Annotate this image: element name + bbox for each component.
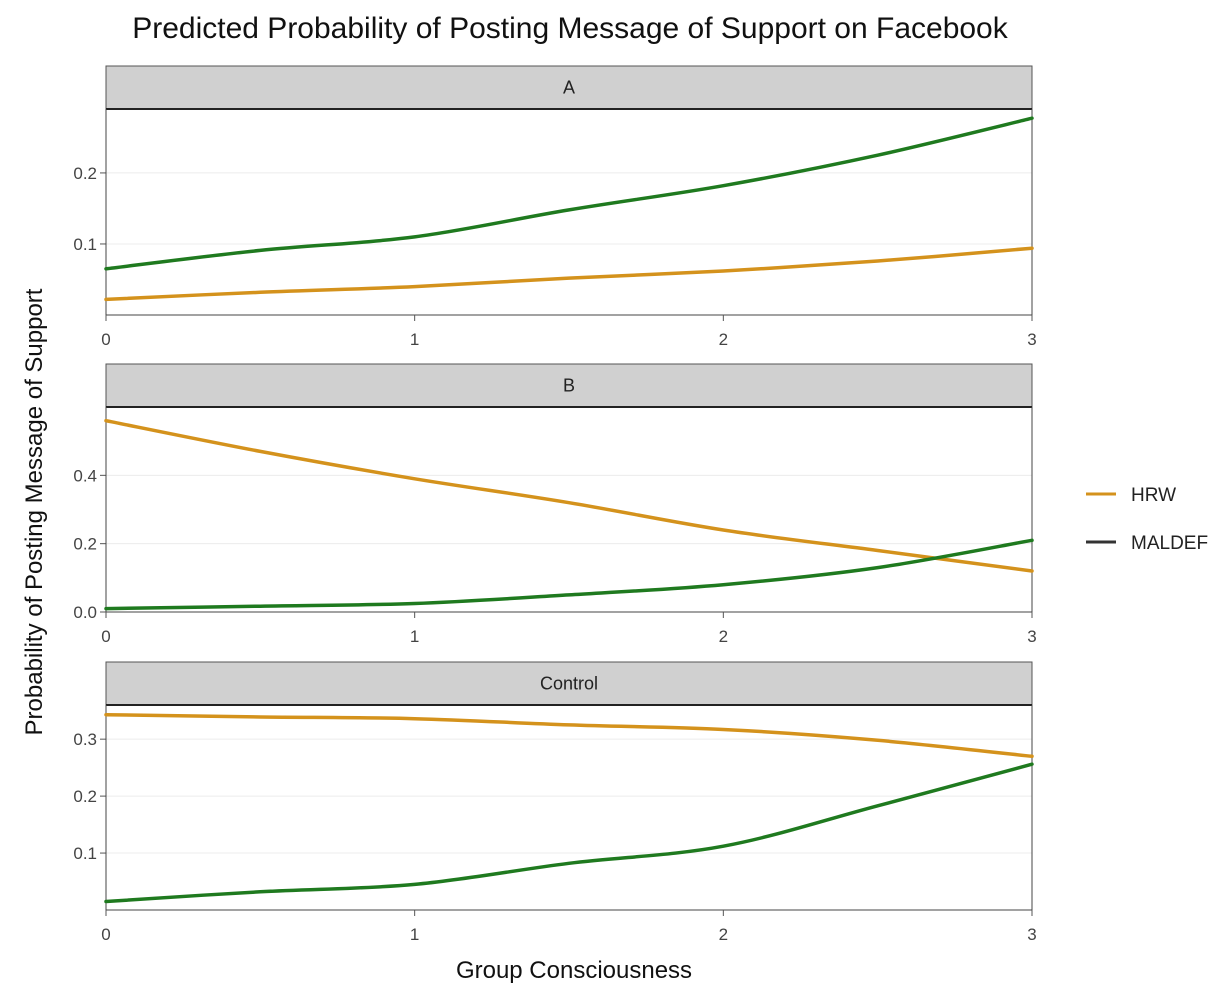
facet-label: A [563,78,575,98]
series-line-hrw [104,712,1034,759]
facet-label: B [563,376,575,396]
facet-panel-2: Control 0.1 0.2 0.3 0 1 2 3 [73,661,1037,944]
legend-label: MALDEF [1131,533,1208,554]
y-tick-label: 0.1 [73,844,97,863]
y-tick-label: 0.4 [73,466,97,485]
legend-label: HRW [1131,485,1176,506]
x-tick-label: 2 [719,330,728,349]
x-tick-label: 0 [101,627,110,646]
x-tick-label: 1 [410,330,419,349]
y-tick-label: 0.0 [73,603,97,622]
chart-title: Predicted Probability of Posting Message… [132,12,1009,45]
y-tick-label: 0.2 [73,787,97,806]
x-tick-label: 3 [1027,925,1036,944]
x-tick-label: 3 [1027,627,1036,646]
x-tick-label: 2 [719,925,728,944]
legend-item-hrw: HRW [1086,485,1176,506]
y-tick-label: 0.2 [73,535,97,554]
x-axis-title: Group Consciousness [456,957,692,984]
x-tick-label: 0 [101,925,110,944]
x-tick-label: 2 [719,627,728,646]
x-tick-label: 0 [101,330,110,349]
y-tick-label: 0.2 [73,164,97,183]
y-tick-label: 0.3 [73,730,97,749]
series-line-hrw [104,246,1034,302]
x-tick-label: 1 [410,627,419,646]
series-line-maldef [104,538,1034,611]
facet-strip [105,363,1033,408]
x-tick-label: 3 [1027,330,1036,349]
y-axis-title: Probability of Posting Message of Suppor… [21,288,48,735]
series-line-maldef [104,116,1034,271]
legend-item-maldef: MALDEF [1086,533,1208,554]
x-tick-label: 1 [410,925,419,944]
legend: HRW MALDEF [1086,485,1208,554]
panels: A 0.1 0.2 0 1 2 3 B 0.0 0.2 0.4 0 1 2 3 Control 0.1 0.2 0.… [73,65,1037,944]
y-tick-label: 0.1 [73,235,97,254]
facet-label: Control [540,674,598,694]
facet-panel-0: A 0.1 0.2 0 1 2 3 [73,65,1037,349]
facet-panel-1: B 0.0 0.2 0.4 0 1 2 3 [73,363,1037,646]
facet-strip [105,65,1033,110]
series-line-hrw [104,418,1034,573]
series-line-maldef [104,762,1034,904]
